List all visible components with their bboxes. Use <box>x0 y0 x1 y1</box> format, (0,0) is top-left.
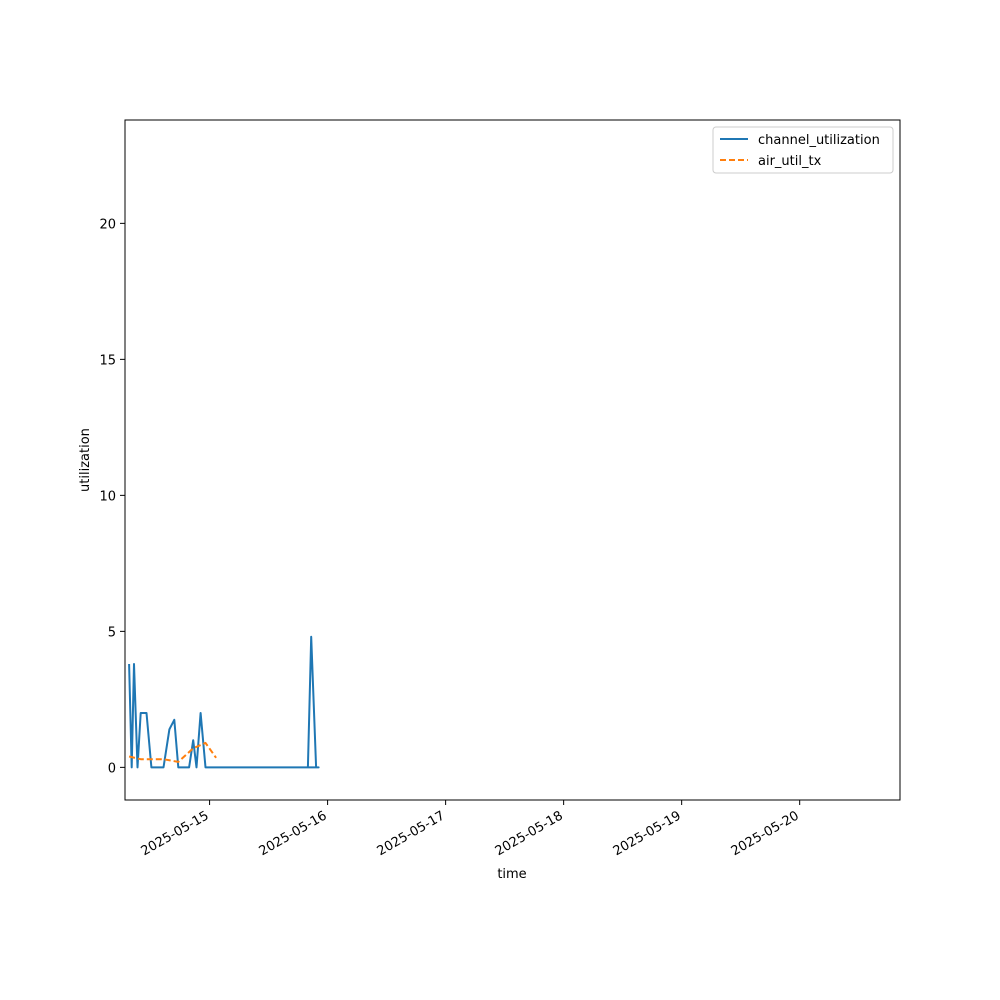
y-tick-label: 15 <box>99 353 116 368</box>
x-axis-label: time <box>497 867 526 882</box>
plot-frame <box>124 119 901 801</box>
series-line-air-util-tx <box>128 741 217 763</box>
y-tick-label: 20 <box>99 217 116 232</box>
y-tick-label: 10 <box>99 489 116 504</box>
legend: channel_utilization air_util_tx <box>712 126 894 174</box>
y-tick-label: 5 <box>108 625 116 640</box>
y-axis-ticks: 0 5 10 15 20 <box>99 217 125 776</box>
legend-label-channel-utilization: channel_utilization <box>758 133 880 148</box>
series-line-channel-utilization <box>128 635 320 769</box>
legend-label-air-util-tx: air_util_tx <box>758 154 822 169</box>
y-axis-label: utilization <box>78 428 93 492</box>
legend-box <box>712 126 894 174</box>
y-tick-label: 0 <box>108 761 116 776</box>
plot-lines <box>128 635 320 769</box>
